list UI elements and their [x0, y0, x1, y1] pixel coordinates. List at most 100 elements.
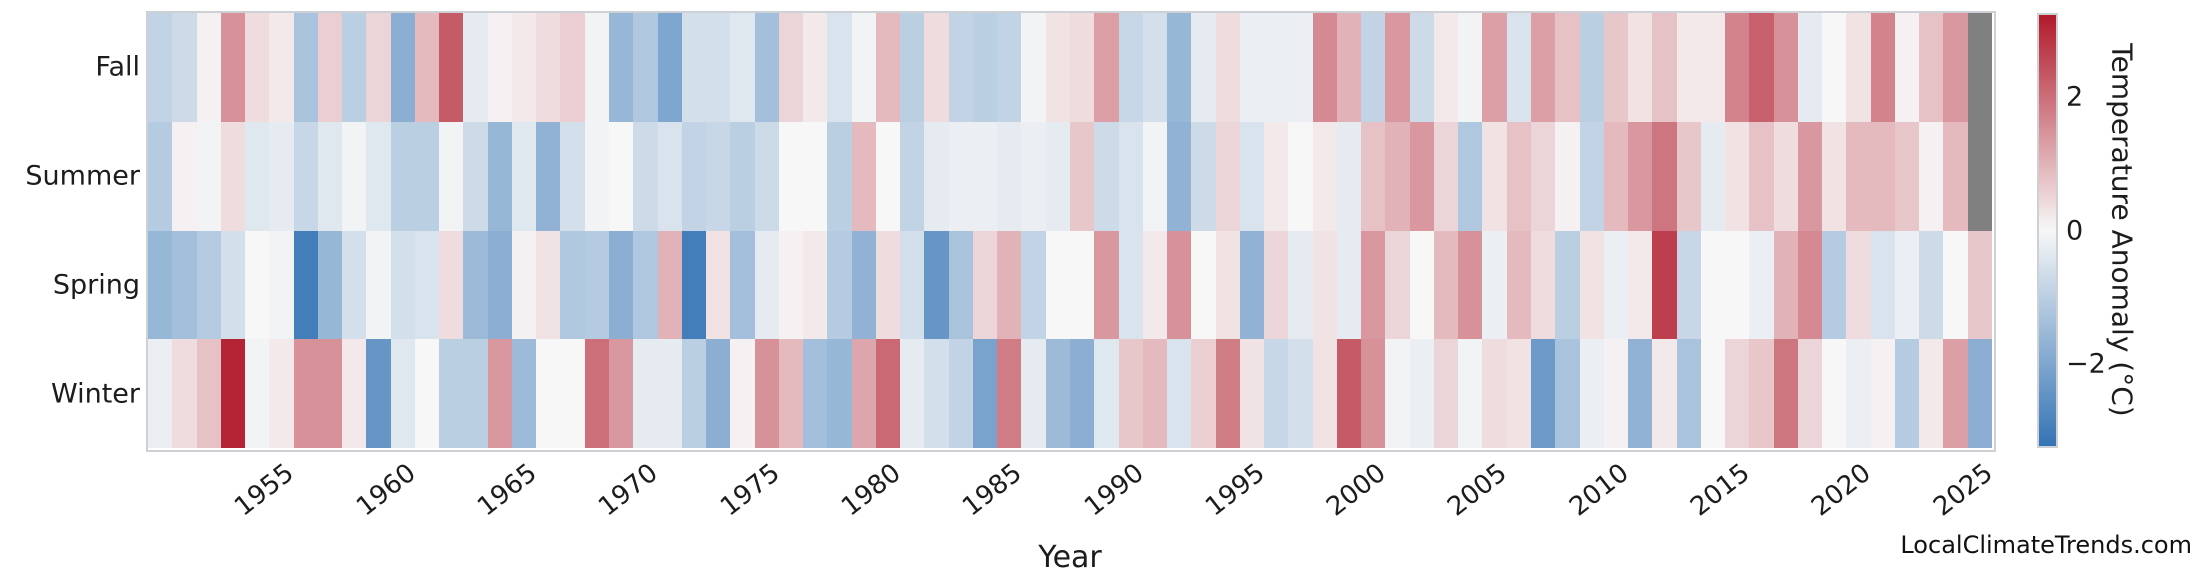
heatmap-cell [1118, 339, 1143, 448]
heatmap-cell [366, 339, 391, 448]
heatmap-cell [1021, 339, 1046, 448]
heatmap-cell [1603, 121, 1629, 231]
heatmap-cell [269, 13, 294, 122]
heatmap-cell [1021, 13, 1046, 122]
x-tick-label: 2000 [1321, 458, 1392, 523]
heatmap-cell [851, 230, 876, 340]
heatmap-cell [1142, 230, 1168, 340]
heatmap-cell [536, 230, 561, 340]
colorbar-title: Temperature Anomaly (°C) [2105, 43, 2139, 417]
heatmap-cell [997, 339, 1022, 448]
heatmap-cell [924, 121, 949, 231]
heatmap-cell [1094, 13, 1119, 122]
heatmap-cell [609, 13, 634, 122]
heatmap-cell [1894, 230, 1920, 340]
heatmap-cell [584, 230, 609, 340]
heatmap-cell [220, 230, 246, 340]
heatmap-cell [1336, 339, 1362, 448]
heatmap-cell [1045, 13, 1070, 122]
heatmap-cell [1336, 121, 1362, 231]
row-label: Winter [50, 378, 140, 410]
heatmap-cell [1506, 13, 1531, 122]
heatmap-cell [1894, 121, 1920, 231]
x-tick-label: 2010 [1563, 458, 1635, 523]
heatmap-cell [1142, 121, 1168, 231]
heatmap-cell [1603, 339, 1629, 448]
heatmap-cell [609, 339, 634, 448]
heatmap-cell [366, 13, 391, 122]
heatmap-cell [196, 230, 221, 340]
x-tick-label: 1975 [714, 458, 786, 523]
heatmap-cell [851, 13, 876, 122]
heatmap-cell [1603, 13, 1629, 122]
heatmap-cell [1409, 121, 1434, 231]
heatmap-cell [1846, 339, 1871, 448]
heatmap-plot-area [148, 13, 1992, 448]
heatmap-cell [172, 339, 197, 448]
heatmap-cell [924, 13, 949, 122]
heatmap-cell [1288, 230, 1313, 340]
heatmap-cell [900, 339, 925, 448]
heatmap-cell [1531, 339, 1556, 448]
heatmap-cell [1094, 339, 1119, 448]
heatmap-cell [1822, 230, 1847, 340]
heatmap-cell [948, 339, 973, 448]
heatmap-cell [1458, 121, 1483, 231]
heatmap-cell [1433, 121, 1459, 231]
heatmap-cell [1385, 230, 1410, 340]
heatmap-cell [972, 230, 998, 340]
heatmap-cell [1652, 121, 1677, 231]
heatmap-cell [1652, 339, 1677, 448]
heatmap-cell [487, 13, 512, 122]
heatmap-cell [706, 230, 731, 340]
heatmap-cell [1797, 13, 1823, 122]
heatmap-cell [1215, 230, 1240, 340]
heatmap-cell [511, 121, 537, 231]
heatmap-cell [1070, 339, 1095, 448]
heatmap-cell [827, 121, 852, 231]
heatmap-cell [875, 13, 901, 122]
watermark-text: LocalClimateTrends.com [1900, 531, 2192, 559]
heatmap-cell [730, 230, 755, 340]
heatmap-cell [172, 13, 197, 122]
x-tick-label: 2015 [1685, 458, 1756, 523]
heatmap-cell [196, 121, 221, 231]
heatmap-cell [1725, 13, 1750, 122]
heatmap-cell [1239, 13, 1265, 122]
heatmap-cell [730, 13, 755, 122]
heatmap-cell [1919, 339, 1944, 448]
heatmap-cell [366, 121, 391, 231]
row-label: Spring [52, 269, 140, 301]
heatmap-cell [1215, 339, 1240, 448]
colorbar-tick-label: −2 [2066, 348, 2106, 380]
heatmap-cell [245, 339, 270, 448]
heatmap-cell [1118, 13, 1143, 122]
x-tick-label: 1970 [593, 458, 664, 523]
heatmap-cell [1628, 13, 1653, 122]
heatmap-cell [1264, 13, 1289, 122]
heatmap-cell [1361, 121, 1386, 231]
heatmap-cell [1555, 13, 1580, 122]
heatmap-cell [1045, 339, 1070, 448]
heatmap-cell [1433, 230, 1459, 340]
heatmap-cell [1797, 121, 1823, 231]
heatmap-cell [390, 230, 415, 340]
heatmap-cell [439, 339, 464, 448]
heatmap-cell [148, 121, 173, 231]
heatmap-cell [633, 339, 658, 448]
heatmap-cell [1409, 13, 1434, 122]
heatmap-cell [1531, 121, 1556, 231]
heatmap-cell [657, 339, 682, 448]
heatmap-cell [269, 339, 294, 448]
heatmap-cell [172, 121, 197, 231]
heatmap-cell [1555, 230, 1580, 340]
heatmap-cell [1191, 13, 1216, 122]
heatmap-cell [1288, 13, 1313, 122]
heatmap-cell [414, 230, 440, 340]
heatmap-cell [633, 230, 658, 340]
heatmap-cell [1628, 339, 1653, 448]
heatmap-cell [1846, 230, 1871, 340]
heatmap-cell [609, 121, 634, 231]
heatmap-cell [657, 13, 682, 122]
heatmap-cell [439, 230, 464, 340]
